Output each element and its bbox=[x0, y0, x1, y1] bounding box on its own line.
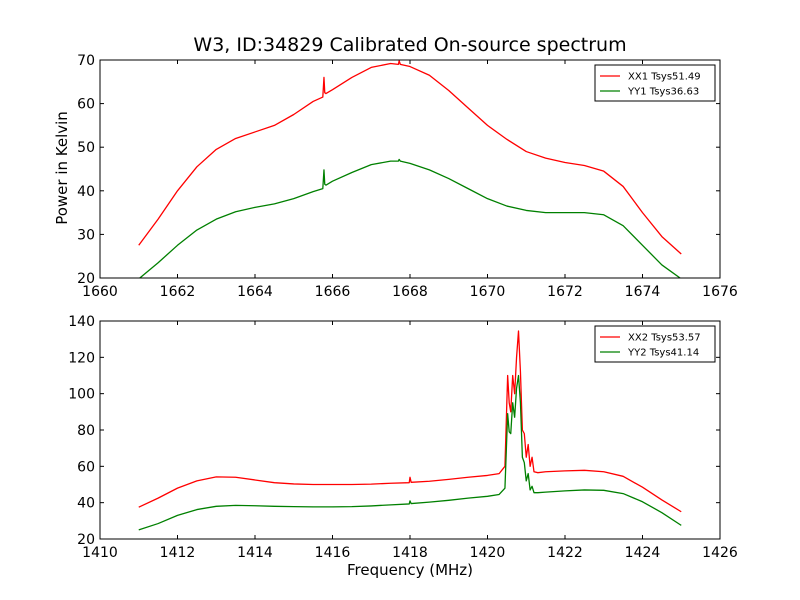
legend-box bbox=[594, 64, 716, 102]
y-tick-label: 40 bbox=[77, 184, 95, 200]
x-tick-label: 1660 bbox=[82, 284, 118, 300]
y-tick-label: 30 bbox=[77, 227, 95, 243]
x-tick-label: 1426 bbox=[702, 545, 738, 561]
x-tick-label: 1662 bbox=[160, 284, 196, 300]
legend: XX2 Tsys53.57 YY2 Tsys41.14 bbox=[594, 325, 716, 363]
x-tick-label: 1668 bbox=[392, 284, 428, 300]
x-tick-label: 1672 bbox=[547, 284, 583, 300]
legend: XX1 Tsys51.49 YY1 Tsys36.63 bbox=[594, 64, 716, 102]
x-tick-label: 1414 bbox=[237, 545, 273, 561]
y-axis-label: Power in Kelvin bbox=[53, 111, 71, 225]
x-tick-label: 1418 bbox=[392, 545, 428, 561]
chart-title: W3, ID:34829 Calibrated On-source spectr… bbox=[193, 34, 627, 56]
x-tick-label: 1424 bbox=[625, 545, 661, 561]
top-plot-xx1-yy1: 1660 1662 1664 1666 1668 1670 1672 1674 1676 20 30… bbox=[77, 53, 738, 300]
x-tick-label: 1670 bbox=[470, 284, 506, 300]
x-tick-label: 1676 bbox=[702, 284, 738, 300]
legend-entry-label: YY1 Tsys36.63 bbox=[627, 87, 699, 98]
y-tick-label: 40 bbox=[77, 496, 95, 512]
x-tick-label: 1420 bbox=[470, 545, 506, 561]
x-tick-label: 1416 bbox=[315, 545, 351, 561]
series-line-xx2 bbox=[138, 330, 682, 513]
series-line-xx1 bbox=[138, 60, 682, 255]
bottom-plot-xx2-yy2: 1410 1412 1414 1416 1418 1420 1422 1424 1426 20 40… bbox=[68, 314, 738, 561]
y-tick-label: 120 bbox=[68, 350, 95, 366]
legend-box bbox=[594, 325, 716, 363]
y-tick-label: 60 bbox=[77, 97, 95, 113]
y-tick-label: 80 bbox=[77, 423, 95, 439]
y-tick-label: 140 bbox=[68, 314, 95, 330]
x-tick-label: 1674 bbox=[625, 284, 661, 300]
series-line-yy1 bbox=[138, 158, 682, 278]
legend-entry-label: XX2 Tsys53.57 bbox=[628, 333, 701, 344]
legend-entry-label: XX1 Tsys51.49 bbox=[628, 72, 701, 83]
y-tick-label: 100 bbox=[68, 387, 95, 403]
legend-entry-label: YY2 Tsys41.14 bbox=[627, 348, 699, 359]
x-axis-label: Frequency (MHz) bbox=[346, 561, 474, 579]
x-tick-label: 1410 bbox=[82, 545, 118, 561]
y-tick-label: 20 bbox=[77, 271, 95, 287]
y-tick-label: 20 bbox=[77, 532, 95, 548]
y-tick-label: 70 bbox=[77, 53, 95, 69]
x-tick-label: 1412 bbox=[160, 545, 196, 561]
x-tick-label: 1422 bbox=[547, 545, 583, 561]
x-tick-label: 1664 bbox=[237, 284, 273, 300]
y-tick-label: 60 bbox=[77, 459, 95, 475]
series-line-yy2 bbox=[138, 374, 682, 531]
x-tick-label: 1666 bbox=[315, 284, 351, 300]
y-tick-label: 50 bbox=[77, 140, 95, 156]
